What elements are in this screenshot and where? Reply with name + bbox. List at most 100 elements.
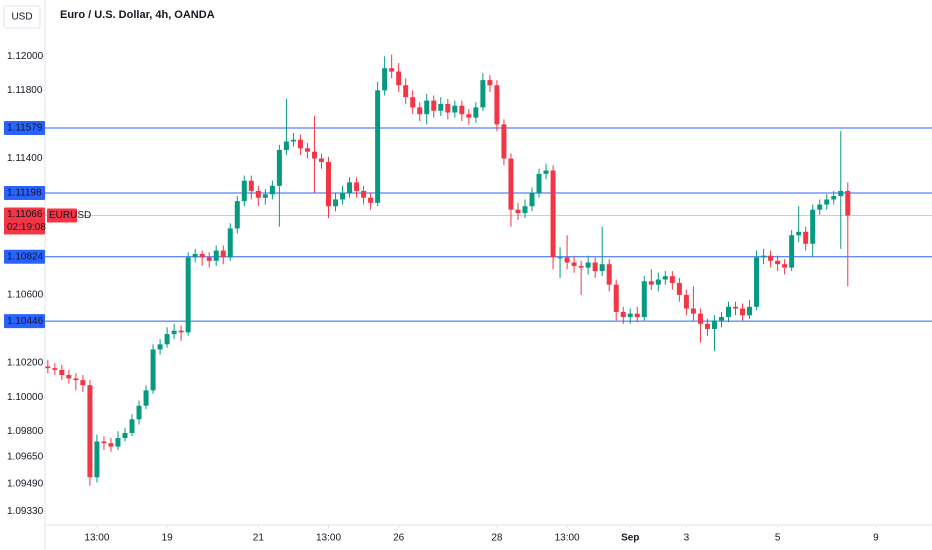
candle-body (761, 255, 767, 258)
candle-body (803, 231, 809, 244)
candle-body (634, 313, 640, 318)
countdown: 02:19:08 (7, 222, 46, 233)
candle-body (564, 257, 570, 263)
candle-body (501, 124, 507, 159)
candle-body (515, 209, 521, 214)
candle-body (522, 206, 528, 214)
candle-body (178, 330, 184, 333)
candle-body (740, 308, 746, 316)
candle-body (340, 192, 346, 200)
candle-body (725, 306, 731, 318)
level-label-box (4, 121, 45, 136)
candle-body (304, 148, 310, 152)
candle-body (529, 192, 535, 207)
level-label: 1.11579 (7, 123, 43, 134)
candle-body (262, 194, 268, 198)
candle-body (438, 103, 444, 111)
candle-body (480, 80, 486, 108)
candle-body (87, 385, 93, 478)
candle-body (361, 190, 367, 198)
x-tick-label: 13:00 (555, 533, 580, 544)
candle-body (768, 255, 774, 261)
candle-body (136, 405, 142, 420)
candle-body (641, 281, 647, 318)
x-tick-label: 5 (775, 533, 781, 544)
candle-body (662, 276, 668, 280)
candle-body (789, 235, 795, 268)
candle-body (129, 419, 135, 433)
x-tick-label: Sep (621, 533, 639, 544)
candle-body (733, 306, 739, 309)
currency: USD (11, 12, 32, 23)
plot (45, 54, 932, 486)
x-tick-label: 9 (873, 533, 879, 544)
candle-body (452, 105, 458, 113)
y-tick-label: 1.12000 (7, 51, 44, 62)
candle-body (683, 294, 689, 309)
candle-body (459, 105, 465, 115)
symbol-label-box (47, 208, 77, 223)
candle-body (80, 380, 86, 386)
candle-body (466, 114, 472, 118)
candle-body (669, 276, 675, 283)
candle-body (718, 317, 724, 321)
candle-body (283, 141, 289, 150)
candle-body (276, 150, 282, 186)
candle-body (417, 107, 423, 115)
axis-labels: 1.12000 1.11800 1.11400 1.10600 1.10200 1.100… (4, 51, 879, 544)
candle-body (241, 180, 247, 202)
candle-body (543, 170, 549, 174)
candle-body (297, 139, 303, 149)
candle-body (782, 264, 788, 268)
candle-body (613, 284, 619, 312)
candle-body (199, 253, 205, 258)
y-tick-label: 1.11400 (7, 153, 43, 164)
candle-body (796, 231, 802, 236)
candle-body (255, 190, 261, 198)
candle-body (227, 228, 233, 258)
candle-body (487, 80, 493, 86)
candle-body (536, 173, 542, 193)
chart-title: Euro / U.S. Dollar, 4h, OANDA (60, 9, 215, 21)
candle-body (143, 390, 149, 406)
y-tick-label: 1.09650 (7, 451, 44, 462)
x-tick-label: 13:00 (316, 533, 341, 544)
candle-body (775, 260, 781, 265)
candle-body (213, 250, 219, 261)
candle-body (157, 344, 163, 350)
candle-body (747, 306, 753, 316)
candle-body (494, 85, 500, 125)
candle-body (403, 85, 409, 98)
candle-body (648, 281, 654, 285)
candle-body (690, 308, 696, 314)
candle-body (754, 257, 760, 307)
candle-body (59, 369, 65, 375)
x-tick-label: 13:00 (84, 533, 109, 544)
candle-body (838, 190, 844, 197)
candle-body (220, 250, 226, 258)
candle-body (557, 257, 563, 259)
candle-body (108, 443, 114, 447)
symbol-label: EURUSD (49, 210, 91, 221)
currency-box[interactable] (3, 5, 41, 29)
y-tick-label: 1.10200 (7, 358, 44, 369)
candle-body (185, 257, 191, 333)
x-tick-label: 28 (491, 533, 503, 544)
candle-body (508, 158, 514, 210)
candle-body (473, 107, 479, 118)
x-tick-label: 3 (684, 533, 690, 544)
candle-body (571, 262, 577, 266)
level-label-box (4, 185, 45, 200)
y-tick-label: 1.09800 (7, 426, 44, 437)
candle-body (410, 97, 416, 108)
y-tick-label: 1.11800 (7, 85, 43, 96)
candle-body (824, 199, 830, 205)
candle-body (66, 375, 72, 379)
candle-body (585, 262, 591, 268)
candle-body (375, 90, 381, 203)
candle-body (269, 185, 275, 195)
candle-body (45, 366, 51, 369)
candle-body (150, 349, 156, 391)
candle-body (73, 378, 79, 381)
candle-body (676, 282, 682, 295)
